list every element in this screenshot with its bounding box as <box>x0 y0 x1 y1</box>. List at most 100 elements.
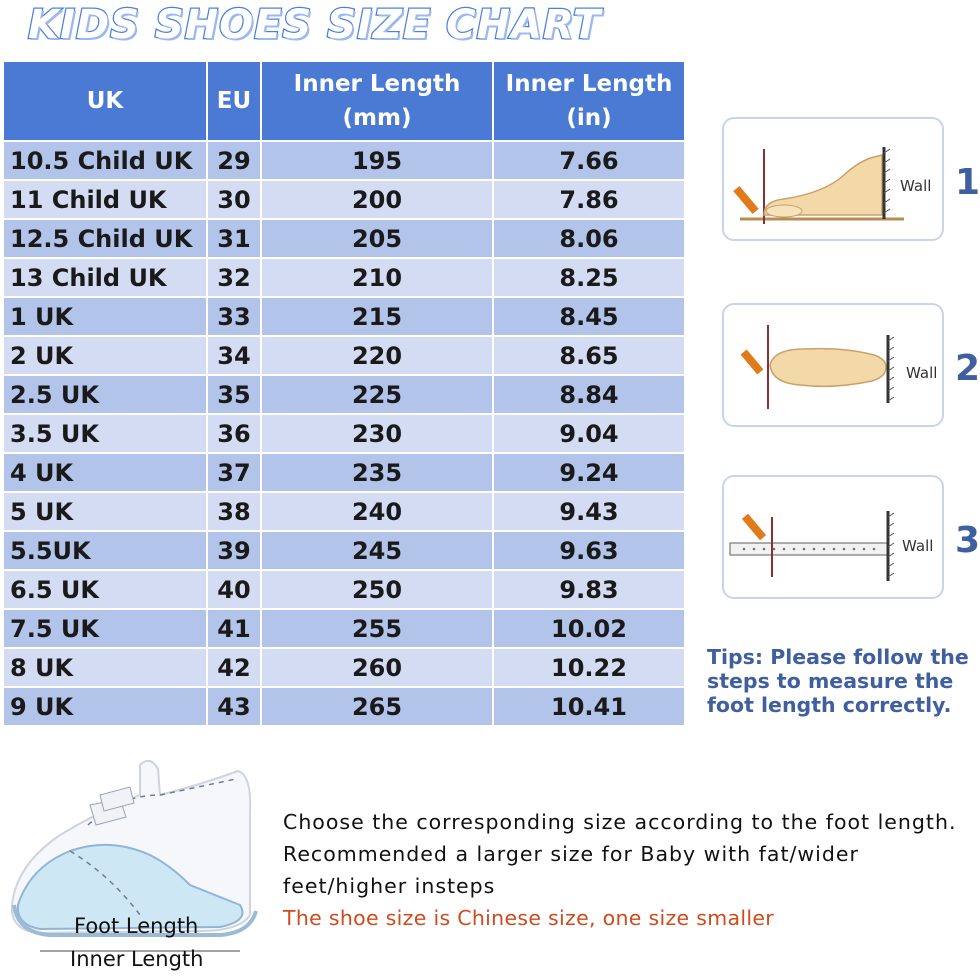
cell-mm: 240 <box>260 491 494 532</box>
table-row: 6.5 UK 40 250 9.83 <box>2 569 686 610</box>
foot-length-label: Foot Length <box>74 914 199 938</box>
table-row: 13 Child UK 32 210 8.25 <box>2 257 686 298</box>
cell-mm: 205 <box>260 218 494 259</box>
size-note: The shoe size is Chinese size, one size … <box>283 906 775 930</box>
cell-eu: 42 <box>206 647 262 688</box>
cell-in: 9.04 <box>492 413 686 454</box>
cell-eu: 36 <box>206 413 262 454</box>
cell-in: 10.22 <box>492 647 686 688</box>
header-uk: UK <box>2 60 208 142</box>
table-row: 10.5 Child UK 29 195 7.66 <box>2 140 686 181</box>
cell-uk: 11 Child UK <box>2 179 208 220</box>
cell-eu: 37 <box>206 452 262 493</box>
cell-eu: 31 <box>206 218 262 259</box>
cell-uk: 10.5 Child UK <box>2 140 208 181</box>
cell-in: 8.25 <box>492 257 686 298</box>
cell-uk: 7.5 UK <box>2 608 208 649</box>
cell-uk: 3.5 UK <box>2 413 208 454</box>
cell-uk: 1 UK <box>2 296 208 337</box>
cell-uk: 13 Child UK <box>2 257 208 298</box>
step-3-wall-label: Wall <box>902 537 933 555</box>
cell-mm: 220 <box>260 335 494 376</box>
table-body: 10.5 Child UK 29 195 7.66 11 Child UK 30 200 7.… <box>2 140 686 727</box>
cell-uk: 5 UK <box>2 491 208 532</box>
table-row: 9 UK 43 265 10.41 <box>2 686 686 727</box>
header-in-line1: Inner Length <box>505 71 673 97</box>
cell-in: 8.84 <box>492 374 686 415</box>
cell-eu: 29 <box>206 140 262 181</box>
cell-in: 8.45 <box>492 296 686 337</box>
cell-in: 7.66 <box>492 140 686 181</box>
cell-mm: 235 <box>260 452 494 493</box>
cell-eu: 39 <box>206 530 262 571</box>
cell-in: 9.43 <box>492 491 686 532</box>
ruler-to-wall-icon: Wall <box>729 511 933 581</box>
header-inner-length-mm: Inner Length (mm) <box>260 60 494 142</box>
table-row: 3.5 UK 36 230 9.04 <box>2 413 686 454</box>
shoe-inner-length-icon <box>10 759 258 952</box>
step-2-wall-label: Wall <box>906 364 937 382</box>
cell-mm: 215 <box>260 296 494 337</box>
cell-mm: 255 <box>260 608 494 649</box>
description-text: Choose the corresponding size according … <box>283 810 957 898</box>
cell-mm: 195 <box>260 140 494 181</box>
cell-in: 7.86 <box>492 179 686 220</box>
cell-uk: 12.5 Child UK <box>2 218 208 259</box>
table-row: 2.5 UK 35 225 8.84 <box>2 374 686 415</box>
table-row: 4 UK 37 235 9.24 <box>2 452 686 493</box>
table-row: 2 UK 34 220 8.65 <box>2 335 686 376</box>
cell-eu: 40 <box>206 569 262 610</box>
cell-eu: 38 <box>206 491 262 532</box>
tips-text: Tips: Please follow the steps to measure… <box>707 645 969 717</box>
foot-top-view-icon: Wall <box>740 325 937 409</box>
size-table: UK EU Inner Length (mm) Inner Length (in… <box>2 60 686 727</box>
cell-eu: 30 <box>206 179 262 220</box>
cell-mm: 245 <box>260 530 494 571</box>
cell-mm: 225 <box>260 374 494 415</box>
step-1-illustration: Wall <box>722 117 944 241</box>
step-3-number: 3 <box>955 520 980 561</box>
table-row: 1 UK 33 215 8.45 <box>2 296 686 337</box>
cell-eu: 41 <box>206 608 262 649</box>
header-in-line2: (in) <box>566 105 612 131</box>
cell-eu: 35 <box>206 374 262 415</box>
table-row: 12.5 Child UK 31 205 8.06 <box>2 218 686 259</box>
cell-uk: 6.5 UK <box>2 569 208 610</box>
inner-length-label: Inner Length <box>70 947 204 971</box>
header-mm-line2: (mm) <box>342 105 412 131</box>
cell-uk: 2.5 UK <box>2 374 208 415</box>
cell-in: 9.24 <box>492 452 686 493</box>
step-2-illustration: Wall <box>722 303 944 427</box>
cell-uk: 2 UK <box>2 335 208 376</box>
header-mm-line1: Inner Length <box>293 71 461 97</box>
cell-mm: 230 <box>260 413 494 454</box>
cell-eu: 33 <box>206 296 262 337</box>
table-row: 11 Child UK 30 200 7.86 <box>2 179 686 220</box>
cell-in: 10.02 <box>492 608 686 649</box>
cell-uk: 5.5UK <box>2 530 208 571</box>
page-title: KIDS SHOES SIZE CHART <box>27 1 602 50</box>
cell-mm: 250 <box>260 569 494 610</box>
table-header-row: UK EU Inner Length (mm) Inner Length (in… <box>2 60 686 142</box>
cell-eu: 32 <box>206 257 262 298</box>
step-3-illustration: Wall <box>722 475 944 599</box>
step-2-number: 2 <box>955 348 980 389</box>
table-row: 7.5 UK 41 255 10.02 <box>2 608 686 649</box>
header-inner-length-in: Inner Length (in) <box>492 60 686 142</box>
cell-mm: 210 <box>260 257 494 298</box>
cell-uk: 4 UK <box>2 452 208 493</box>
step-1-number: 1 <box>955 162 980 203</box>
cell-in: 8.65 <box>492 335 686 376</box>
cell-mm: 260 <box>260 647 494 688</box>
cell-in: 9.63 <box>492 530 686 571</box>
cell-mm: 265 <box>260 686 494 727</box>
cell-eu: 43 <box>206 686 262 727</box>
header-eu: EU <box>206 60 262 142</box>
table-row: 5.5UK 39 245 9.63 <box>2 530 686 571</box>
cell-in: 9.83 <box>492 569 686 610</box>
table-row: 5 UK 38 240 9.43 <box>2 491 686 532</box>
cell-mm: 200 <box>260 179 494 220</box>
step-1-wall-label: Wall <box>900 177 931 195</box>
cell-uk: 8 UK <box>2 647 208 688</box>
table-row: 8 UK 42 260 10.22 <box>2 647 686 688</box>
